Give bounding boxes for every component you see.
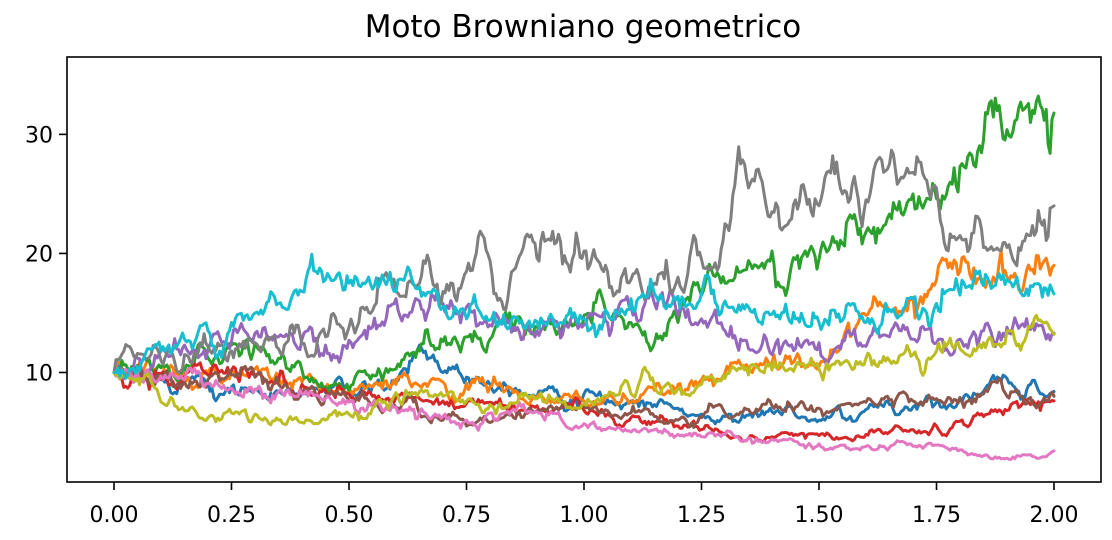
series-line-6 <box>112 365 1056 429</box>
x-axis: 0.00 0.25 0.50 0.75 1.00 1.25 1.50 1.75 2.00 <box>90 482 1079 528</box>
series-layer <box>112 94 1056 461</box>
series-line-10 <box>112 252 1056 380</box>
series-line-3 <box>112 94 1056 393</box>
series-line-2 <box>112 248 1056 409</box>
x-tick-label: 1.25 <box>677 503 726 528</box>
x-tick-label: 1.00 <box>560 503 609 528</box>
series-line-1 <box>112 343 1056 426</box>
y-tick-label: 10 <box>25 361 53 386</box>
x-tick-label: 0.50 <box>325 503 374 528</box>
series-line-4 <box>112 361 1056 444</box>
chart-title: Moto Browniano geometrico <box>365 9 802 45</box>
y-axis: 10 20 30 <box>25 123 67 386</box>
x-tick-label: 0.25 <box>207 503 256 528</box>
x-tick-label: 0.75 <box>442 503 491 528</box>
series-line-8 <box>112 145 1056 374</box>
x-tick-label: 2.00 <box>1030 503 1079 528</box>
series-line-9 <box>112 313 1056 427</box>
x-tick-label: 1.75 <box>912 503 961 528</box>
y-tick-label: 30 <box>25 123 53 148</box>
x-tick-label: 0.00 <box>90 503 139 528</box>
series-line-7 <box>112 366 1056 461</box>
y-tick-label: 20 <box>25 242 53 267</box>
x-tick-label: 1.50 <box>795 503 844 528</box>
